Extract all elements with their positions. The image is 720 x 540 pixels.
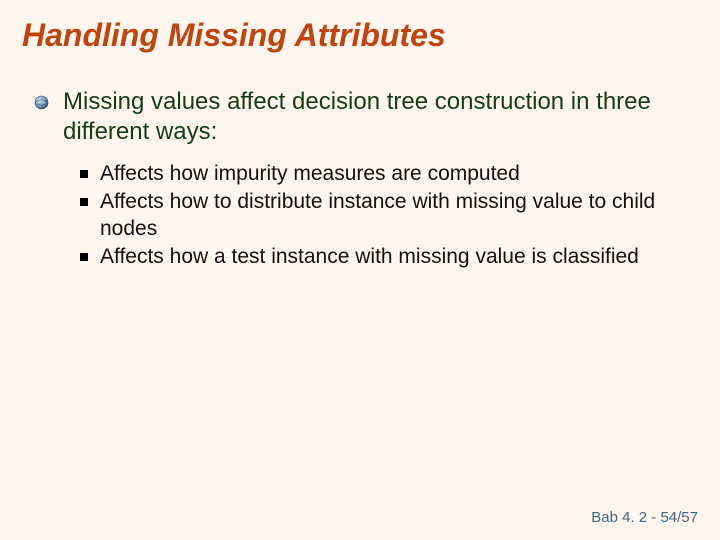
slide-footer: Bab 4. 2 - 54/57 <box>591 509 698 526</box>
square-bullet-icon <box>80 253 88 261</box>
sub-bullet-text: Affects how a test instance with missing… <box>100 244 639 270</box>
sub-bullet-list: Affects how impurity measures are comput… <box>80 161 698 270</box>
sub-bullet-item: Affects how a test instance with missing… <box>80 244 698 270</box>
square-bullet-icon <box>80 198 88 206</box>
slide: Handling Missing Attributes Missing valu… <box>0 0 720 540</box>
sub-bullet-text: Affects how to distribute instance with … <box>100 189 698 242</box>
sub-bullet-item: Affects how to distribute instance with … <box>80 189 698 242</box>
square-bullet-icon <box>80 170 88 178</box>
main-bullet: Missing values affect decision tree cons… <box>34 87 698 147</box>
sphere-bullet-icon <box>34 95 49 115</box>
sub-bullet-text: Affects how impurity measures are comput… <box>100 161 520 187</box>
sub-bullet-item: Affects how impurity measures are comput… <box>80 161 698 187</box>
main-bullet-text: Missing values affect decision tree cons… <box>63 87 698 147</box>
slide-title: Handling Missing Attributes <box>22 18 698 53</box>
